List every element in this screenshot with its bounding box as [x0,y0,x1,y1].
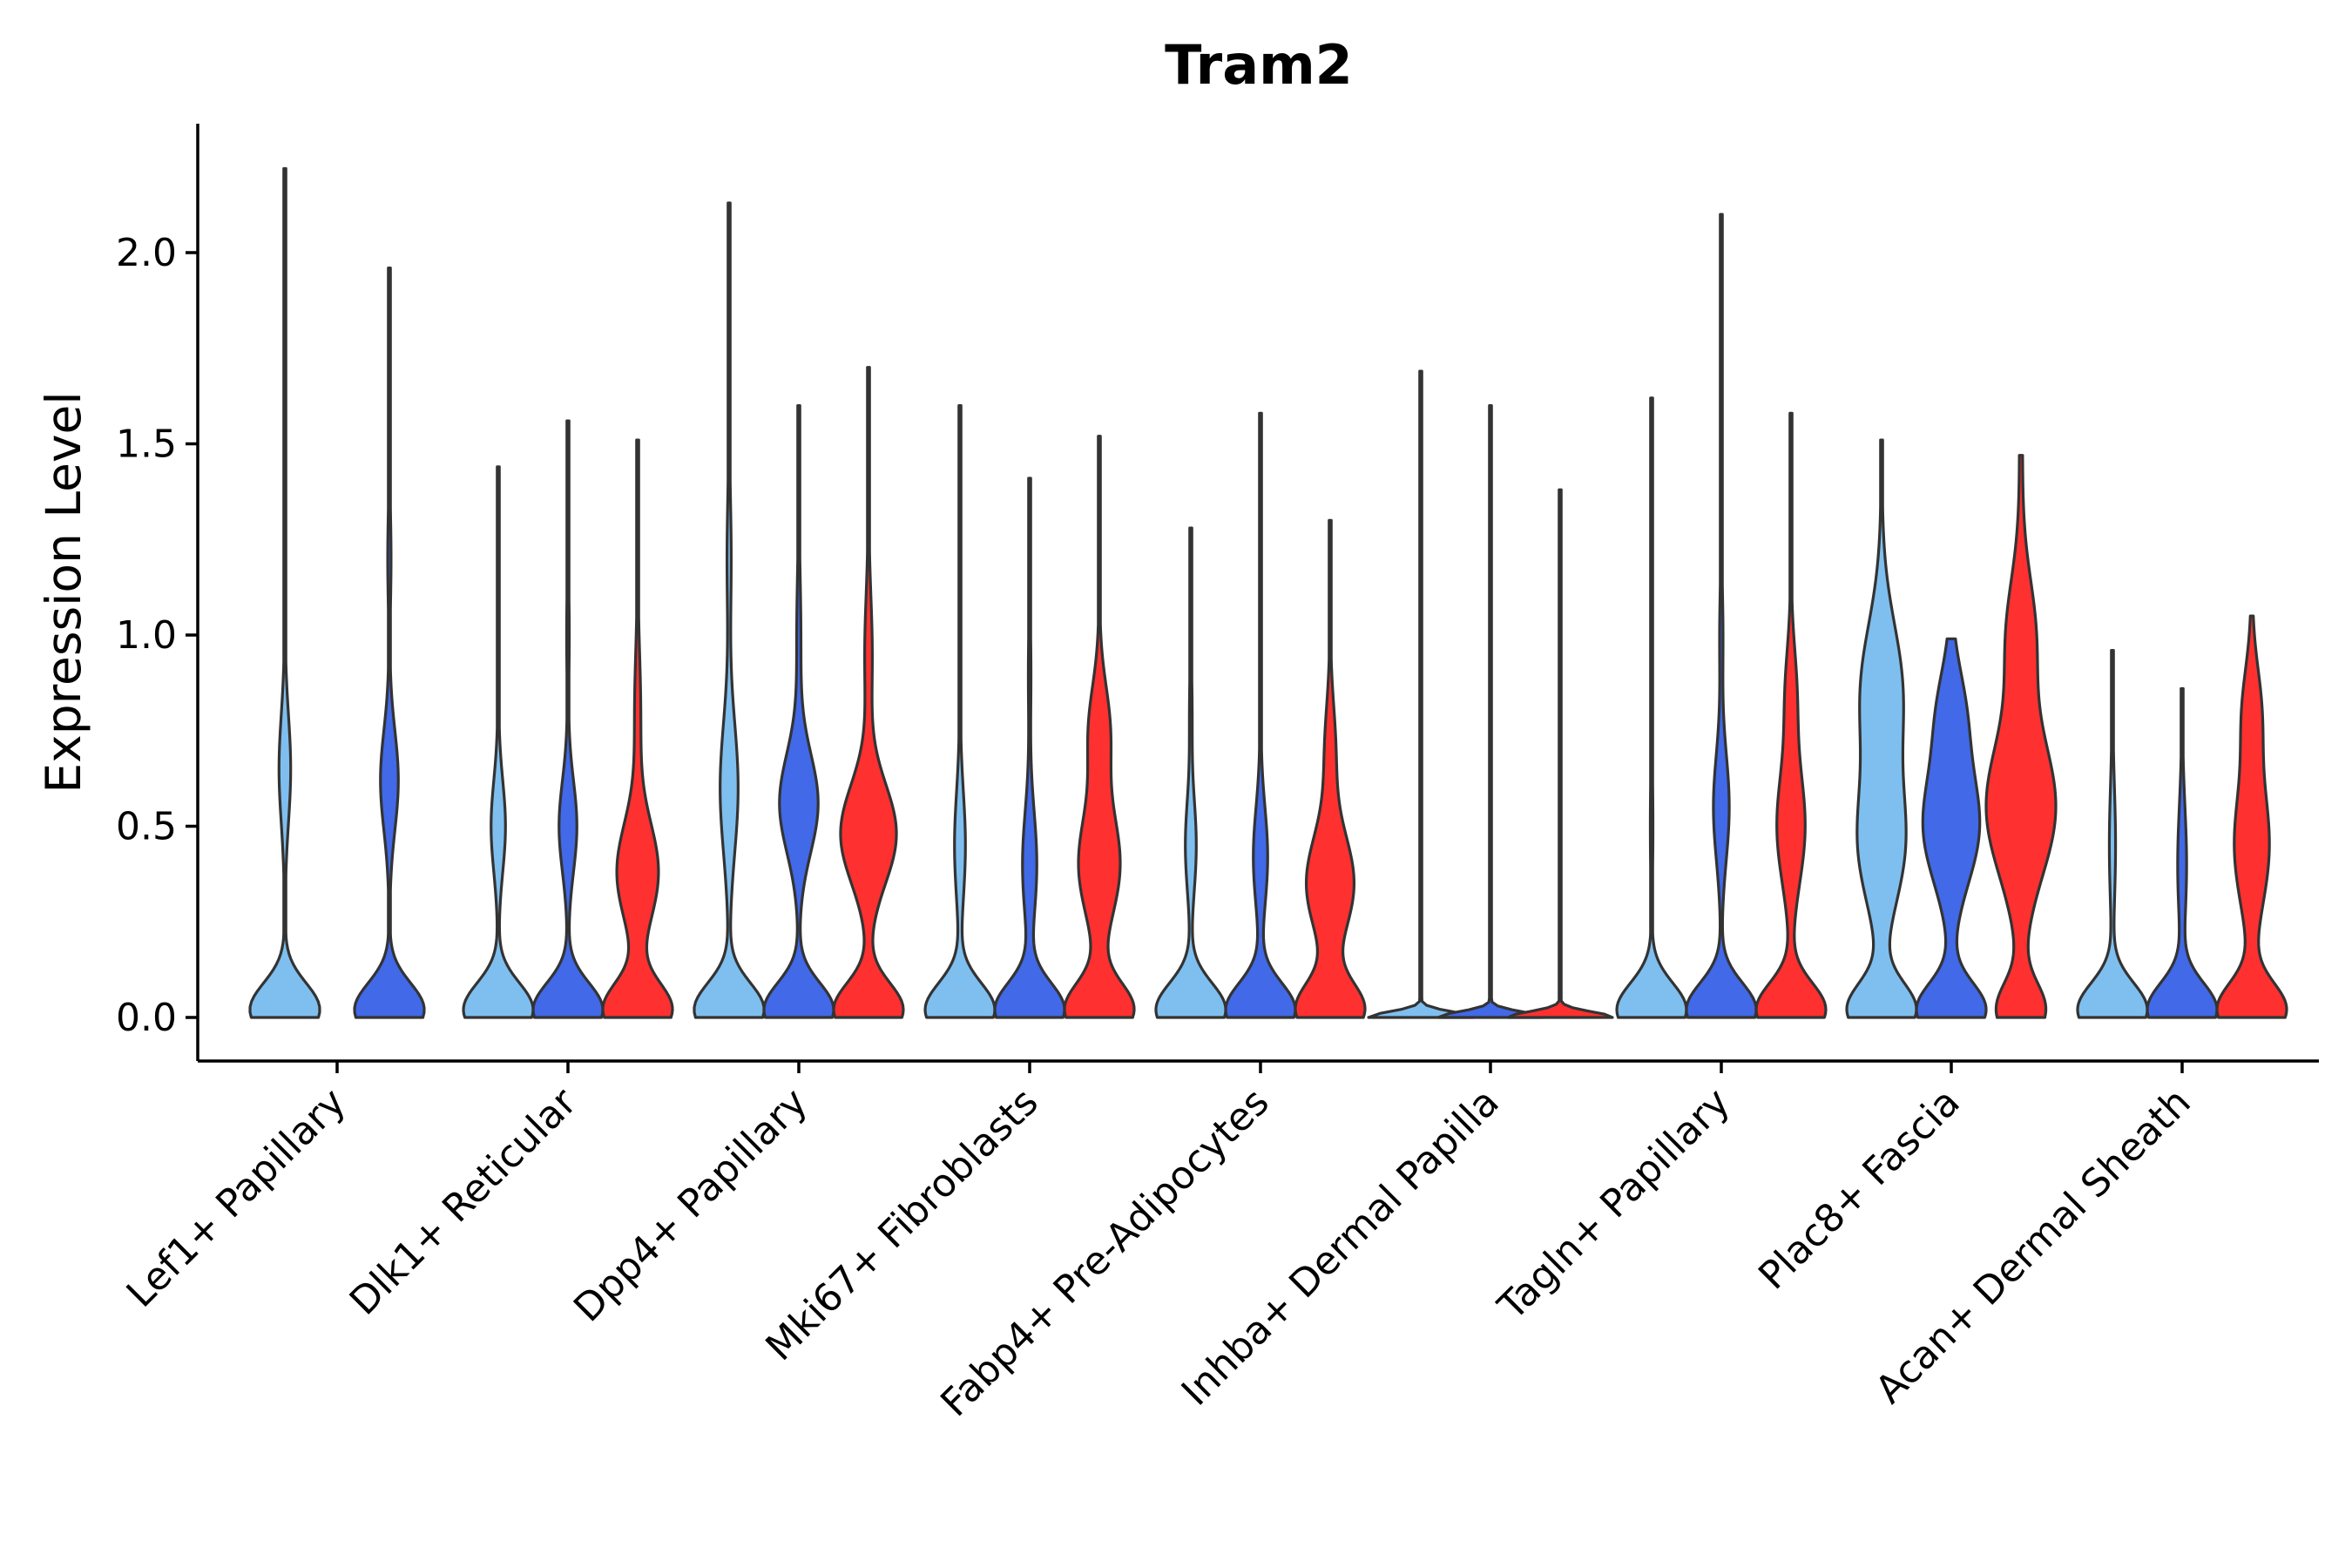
x-tick-label: Dpp4+ Papillary [565,1080,816,1331]
violin-shape [531,419,605,1019]
violin-shape [1615,396,1688,1019]
chart-title: Tram2 [1165,33,1353,97]
violin-shape [1154,526,1227,1019]
violin-shape [1506,488,1614,1019]
y-tick-label: 1.5 [116,422,177,467]
violin-shape [353,266,426,1019]
violins-group [248,166,2288,1019]
violin-shape [1915,637,1988,1019]
violin-shape [1984,454,2058,1019]
y-tick-label: 1.0 [116,613,177,658]
y-tick-label: 0.5 [116,805,177,849]
violin-shape [1294,518,1367,1019]
violin-shape [2146,686,2219,1019]
violin-shape [693,201,766,1019]
violin-shape [1367,369,1475,1019]
violin-shape [762,404,835,1019]
y-axis-title: Expression Level [36,391,91,793]
x-tick-label: Lef1+ Papillary [118,1080,355,1316]
y-tick-label: 2.0 [116,231,177,275]
violin-shape [601,438,674,1019]
y-axis-ticks: 0.0 0.5 1.0 1.5 2.0 [116,231,198,1040]
x-tick-label: Tagln+ Papillary [1490,1080,1739,1329]
violin-shape [1845,438,1918,1019]
violin-shape [993,476,1066,1019]
violin-shape [248,166,321,1019]
violin-shape [1224,411,1297,1019]
violin-shape [1436,404,1544,1019]
violin-shape [2215,614,2288,1019]
x-tick-label: Plac8+ Fascia [1750,1080,1969,1299]
violin-shape [2076,648,2149,1019]
violin-shape [462,465,535,1019]
x-tick-label: Dlk1+ Reticular [341,1079,586,1324]
violin-shape [832,366,905,1019]
violin-shape [1063,435,1136,1019]
violin-shape [1685,213,1758,1019]
y-tick-label: 0.0 [116,996,177,1040]
violin-shape [1754,411,1828,1019]
violin-shape [923,404,997,1019]
